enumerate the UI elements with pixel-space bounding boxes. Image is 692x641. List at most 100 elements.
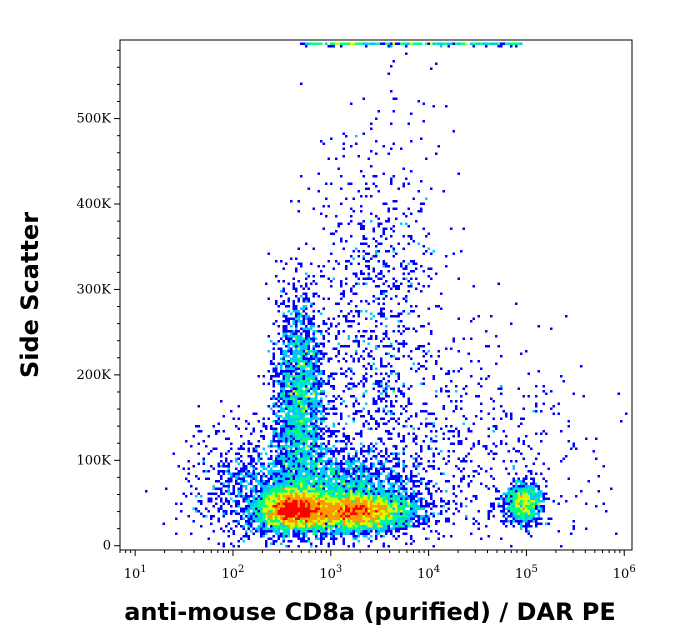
density-dot [280, 390, 283, 393]
density-dot [502, 505, 505, 508]
density-dot [192, 435, 195, 438]
density-dot [280, 517, 283, 520]
density-dot [390, 527, 393, 530]
density-dot [330, 232, 333, 235]
density-dot [347, 475, 350, 478]
density-dot [297, 537, 300, 540]
density-dot [300, 492, 303, 495]
density-dot [255, 475, 258, 478]
density-dot [385, 510, 388, 513]
density-dot [297, 385, 300, 388]
density-dot [315, 345, 318, 348]
density-dot [282, 407, 285, 410]
density-dot [277, 442, 280, 445]
density-dot [365, 505, 368, 508]
density-dot [200, 495, 203, 498]
density-dot [355, 142, 358, 145]
density-dot [417, 455, 420, 458]
density-dot [262, 422, 265, 425]
density-dot [355, 507, 358, 510]
density-dot [405, 487, 408, 490]
density-dot [327, 442, 330, 445]
density-dot [452, 485, 455, 488]
density-dot [337, 222, 340, 225]
density-dot [340, 450, 343, 453]
density-dot [292, 535, 295, 538]
density-dot [412, 270, 415, 273]
density-dot [300, 372, 303, 375]
density-dot [542, 402, 545, 405]
density-dot [320, 275, 323, 278]
density-dot [330, 280, 333, 283]
density-dot [322, 537, 325, 540]
density-dot [285, 520, 288, 523]
density-dot [300, 342, 303, 345]
density-dot [257, 525, 260, 528]
density-dot [312, 310, 315, 313]
density-dot [370, 502, 373, 505]
density-dot [272, 390, 275, 393]
density-dot [507, 510, 510, 513]
density-dot [397, 520, 400, 523]
density-dot [350, 507, 353, 510]
density-dot [602, 502, 605, 505]
density-dot [395, 207, 398, 210]
density-dot [307, 475, 310, 478]
density-dot [265, 482, 268, 485]
density-dot [435, 440, 438, 443]
density-dot [352, 485, 355, 488]
density-dot [452, 410, 455, 413]
density-dot [340, 517, 343, 520]
density-dot [412, 500, 415, 503]
density-dot [395, 505, 398, 508]
density-dot [345, 240, 348, 243]
density-dot [280, 470, 283, 473]
density-dot [295, 420, 298, 423]
density-dot [485, 470, 488, 473]
density-dot [267, 527, 270, 530]
density-dot [300, 357, 303, 360]
density-dot [302, 342, 305, 345]
density-dot [350, 492, 353, 495]
density-dot [305, 445, 308, 448]
density-dot [350, 525, 353, 528]
density-dot [357, 222, 360, 225]
density-dot [505, 467, 508, 470]
density-dot [295, 450, 298, 453]
density-dot [397, 500, 400, 503]
density-dot [442, 505, 445, 508]
density-dot [302, 357, 305, 360]
density-dot [572, 445, 575, 448]
density-dot [235, 502, 238, 505]
density-dot [300, 377, 303, 380]
density-dot [380, 380, 383, 383]
density-dot [620, 420, 623, 423]
density-dot [375, 297, 378, 300]
density-dot [252, 475, 255, 478]
density-dot [460, 460, 463, 463]
density-dot [302, 492, 305, 495]
density-dot [295, 437, 298, 440]
density-dot [347, 312, 350, 315]
density-dot [307, 390, 310, 393]
density-dot [252, 500, 255, 503]
density-dot [327, 532, 330, 535]
density-dot [202, 470, 205, 473]
density-dot [310, 340, 313, 343]
density-dot [305, 497, 308, 500]
density-dot [345, 497, 348, 500]
density-dot [375, 427, 378, 430]
density-dot [322, 482, 325, 485]
density-dot [310, 357, 313, 360]
density-dot [527, 512, 530, 515]
density-dot [367, 517, 370, 520]
density-dot [345, 315, 348, 318]
density-dot [392, 465, 395, 468]
density-dot [475, 395, 478, 398]
density-dot [305, 372, 308, 375]
density-dot [385, 532, 388, 535]
density-dot [395, 537, 398, 540]
density-dot [517, 522, 520, 525]
density-dot [317, 427, 320, 430]
density-dot [380, 310, 383, 313]
